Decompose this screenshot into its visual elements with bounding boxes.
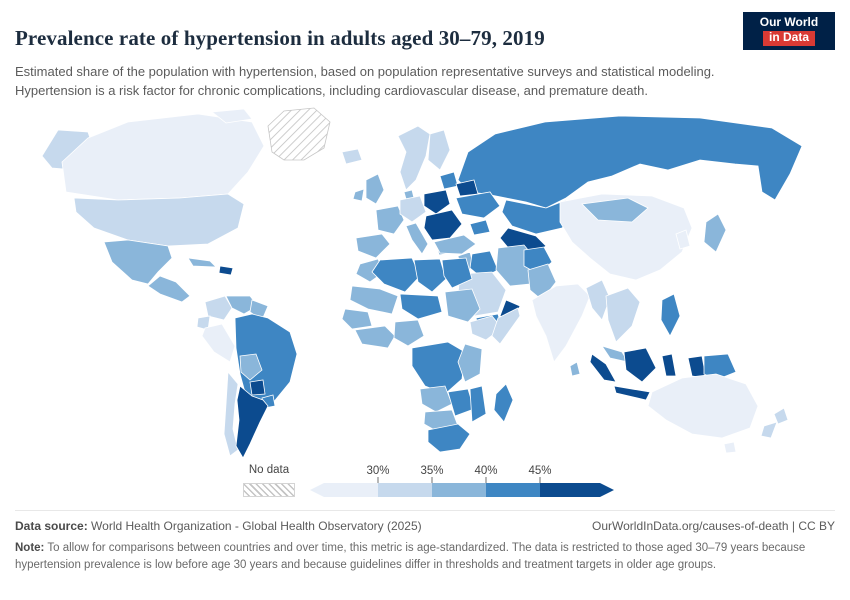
owid-logo: Our World in Data <box>743 12 835 50</box>
region-india[interactable] <box>531 283 591 363</box>
region-sudan[interactable] <box>444 288 481 323</box>
region-russia[interactable] <box>457 115 803 209</box>
region-australia[interactable] <box>647 373 759 439</box>
region-papua-new-guinea[interactable] <box>703 353 737 381</box>
chart-footer: Data source: World Health Organization -… <box>15 510 835 573</box>
region-ukraine[interactable] <box>455 191 501 219</box>
legend-bin-gt45[interactable] <box>540 483 614 497</box>
region-paraguay[interactable] <box>249 379 266 396</box>
region-iberia[interactable] <box>355 233 391 259</box>
region-belarus[interactable] <box>455 179 479 197</box>
region-libya[interactable] <box>413 258 447 293</box>
region-indonesia-sulawesi[interactable] <box>661 353 677 377</box>
region-usa[interactable] <box>73 193 245 247</box>
region-indonesia-borneo[interactable] <box>623 347 657 383</box>
chart-note: Note: To allow for comparisons between c… <box>15 540 835 573</box>
chart-subtitle: Estimated share of the population with h… <box>15 64 715 98</box>
region-caucasus[interactable] <box>469 219 491 236</box>
region-central-africa[interactable] <box>411 341 466 395</box>
region-sri-lanka[interactable] <box>569 361 581 377</box>
legend-color-bar: 30% 35% 40% 45% <box>310 465 614 497</box>
region-ireland[interactable] <box>352 188 365 202</box>
region-peru[interactable] <box>201 323 236 363</box>
region-new-zealand-south[interactable] <box>760 421 778 439</box>
region-west-africa[interactable] <box>354 325 396 349</box>
region-indonesia-papua[interactable] <box>687 355 707 379</box>
region-arctic-islands[interactable] <box>210 108 253 124</box>
region-france[interactable] <box>375 205 405 235</box>
region-turkey[interactable] <box>433 234 477 255</box>
legend-tick-30: 30% <box>366 465 389 477</box>
region-united-kingdom[interactable] <box>365 173 385 205</box>
region-canada[interactable] <box>61 113 265 201</box>
region-poland-czechia[interactable] <box>423 189 451 215</box>
legend-tick-40: 40% <box>474 465 497 477</box>
region-greenland[interactable] <box>267 107 331 161</box>
region-senegal-guinea[interactable] <box>341 308 373 330</box>
data-source-label: Data source: <box>15 519 88 533</box>
region-mexico[interactable] <box>103 239 173 285</box>
region-egypt[interactable] <box>441 257 473 289</box>
owid-logo-line2: in Data <box>762 30 815 46</box>
legend-no-data-label: No data <box>248 464 290 476</box>
region-indonesia-sumatra[interactable] <box>589 353 617 383</box>
note-label: Note: <box>15 542 45 554</box>
owid-logo-line1: Our World <box>759 15 819 30</box>
region-niger-chad[interactable] <box>399 293 443 320</box>
region-korea[interactable] <box>675 229 691 250</box>
region-philippines[interactable] <box>660 293 681 337</box>
region-kazakhstan[interactable] <box>501 199 579 235</box>
rights-link[interactable]: OurWorldInData.org/causes-of-death | CC … <box>592 519 835 533</box>
region-cuba[interactable] <box>187 257 218 268</box>
region-madagascar[interactable] <box>493 383 514 423</box>
region-somalia[interactable] <box>491 307 521 345</box>
region-hispaniola[interactable] <box>218 265 234 276</box>
legend-bin-35-40[interactable] <box>432 483 486 497</box>
region-germany-benelux[interactable] <box>399 195 427 223</box>
legend-no-data-swatch[interactable] <box>243 483 295 497</box>
region-new-zealand-north[interactable] <box>773 407 789 425</box>
region-angola[interactable] <box>419 385 453 413</box>
legend-tick-35: 35% <box>420 465 443 477</box>
region-japan[interactable] <box>703 213 727 253</box>
region-algeria[interactable] <box>371 257 421 293</box>
region-norway-sweden[interactable] <box>397 125 431 191</box>
region-indochina[interactable] <box>605 287 641 343</box>
region-indonesia-java[interactable] <box>613 385 651 401</box>
region-mauritania-mali[interactable] <box>349 285 399 315</box>
region-tasmania[interactable] <box>723 441 737 454</box>
region-south-africa[interactable] <box>427 423 471 453</box>
region-kenya-tanzania[interactable] <box>457 343 483 383</box>
note-text: To allow for comparisons between countri… <box>15 542 806 571</box>
region-central-america[interactable] <box>147 275 191 303</box>
legend-bin-30-35[interactable] <box>378 483 432 497</box>
region-nigeria[interactable] <box>393 319 425 347</box>
region-italy[interactable] <box>405 222 429 255</box>
region-myanmar[interactable] <box>585 279 611 321</box>
region-argentina[interactable] <box>235 385 269 459</box>
region-iceland[interactable] <box>341 148 363 165</box>
data-source-text: World Health Organization - Global Healt… <box>91 519 422 533</box>
region-balkans-hungary-romania[interactable] <box>423 209 463 241</box>
region-colombia[interactable] <box>204 295 233 321</box>
region-baltics[interactable] <box>439 171 459 190</box>
page-title: Prevalence rate of hypertension in adult… <box>15 26 545 51</box>
legend-bin-lt30[interactable] <box>310 483 378 497</box>
legend-tick-45: 45% <box>528 465 551 477</box>
region-mozambique[interactable] <box>469 385 487 423</box>
world-choropleth-map <box>41 107 803 459</box>
region-bolivia[interactable] <box>239 353 263 381</box>
legend-bin-40-45[interactable] <box>486 483 540 497</box>
data-source: Data source: World Health Organization -… <box>15 519 422 533</box>
region-mongolia[interactable] <box>581 197 649 223</box>
region-finland[interactable] <box>427 129 451 171</box>
